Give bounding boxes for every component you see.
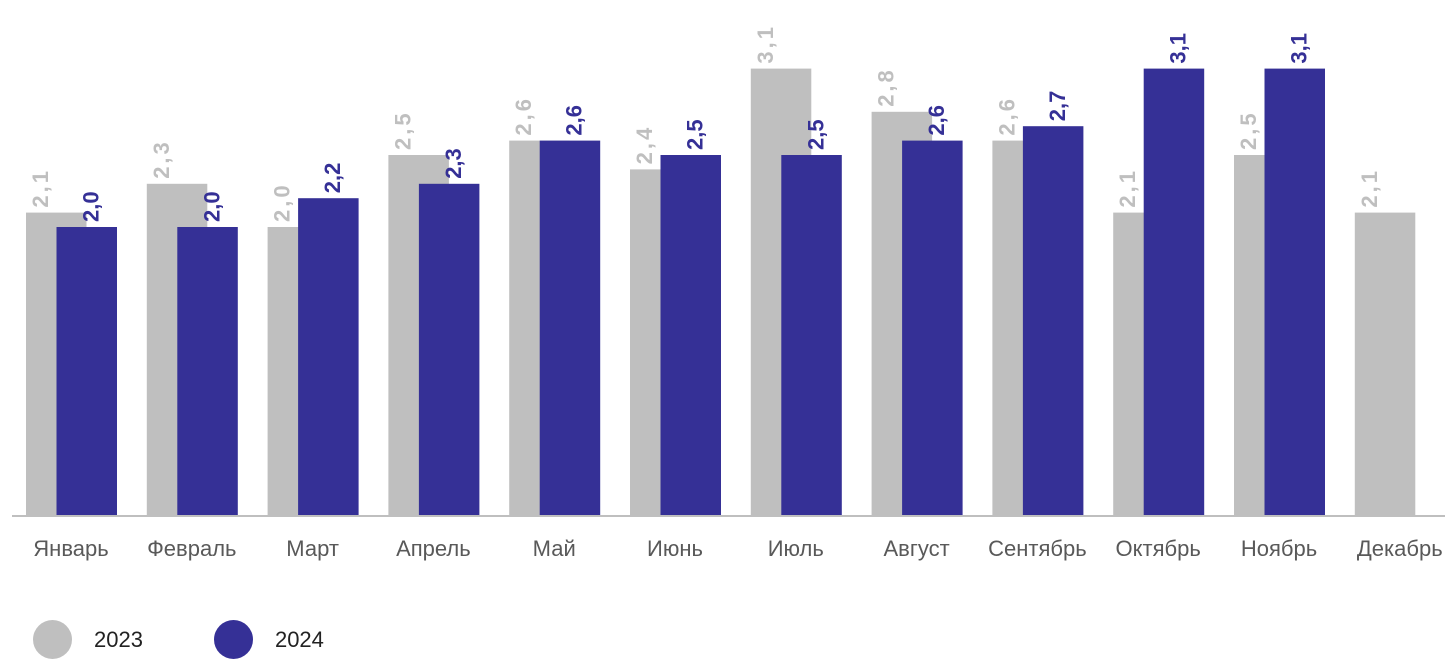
x-tick-label-Октябрь: Октябрь	[1116, 536, 1201, 561]
value-label-2023-Март: 2,0	[270, 182, 295, 222]
bar-2024-Октябрь	[1143, 68, 1205, 515]
x-tick-labels-group: Январь Февраль Март Апрель Май Июнь Июль Август…	[33, 536, 1442, 561]
value-label-2024-Май: 2,6	[562, 105, 587, 136]
x-tick-label-Апрель: Апрель	[396, 536, 471, 561]
value-label-2024-Февраль: 2,0	[199, 191, 224, 222]
value-label-2023-Ноябрь: 2,5	[1236, 110, 1261, 150]
value-label-2024-Июль: 2,5	[803, 119, 828, 150]
value-label-2023-Январь: 2,1	[28, 168, 53, 208]
value-label-2023-Июнь: 2,4	[632, 125, 657, 165]
bar-2024-Январь	[56, 227, 117, 515]
x-tick-label-Май: Май	[533, 536, 576, 561]
value-labels-group: 2,1 2,0 2,3 2,0 2,0 2,2 2,5 2,3 2,6 2,6 2,4 2,5 3,1 2…	[28, 24, 1382, 222]
legend-label-2024: 2024	[274, 626, 324, 652]
bar-2024-Апрель	[418, 183, 480, 516]
bar-2024-Август	[902, 140, 963, 515]
value-label-2023-Февраль: 2,3	[149, 139, 174, 179]
value-label-2024-Июнь: 2,5	[683, 119, 708, 150]
x-tick-label-Сентябрь: Сентябрь	[988, 536, 1087, 561]
value-label-2024-Октябрь: 3,1	[1166, 33, 1191, 64]
value-label-2023-Июль: 3,1	[753, 24, 778, 64]
legend-swatch-2024	[213, 620, 253, 659]
value-label-2024-Август: 2,6	[924, 105, 949, 136]
bar-2024-Ноябрь	[1264, 68, 1325, 515]
x-tick-label-Ноябрь: Ноябрь	[1241, 536, 1317, 561]
value-label-2023-Сентябрь: 2,6	[994, 96, 1019, 136]
value-label-2023-Декабрь: 2,1	[1357, 168, 1382, 208]
x-tick-label-Март: Март	[286, 536, 339, 561]
bar-2024-Март	[298, 198, 359, 515]
x-tick-label-Февраль: Февраль	[147, 536, 236, 561]
bars-group	[26, 68, 1416, 516]
value-label-2023-Октябрь: 2,1	[1115, 168, 1140, 208]
legend-item-2024: 2024	[213, 620, 324, 659]
value-label-2024-Апрель: 2,3	[441, 148, 466, 179]
x-tick-label-Июнь: Июнь	[647, 536, 703, 561]
value-label-2024-Сентябрь: 2,7	[1045, 91, 1070, 122]
bar-2024-Июнь	[660, 155, 721, 515]
x-tick-label-Декабрь: Декабрь	[1357, 536, 1443, 561]
bar-2023-Декабрь	[1354, 212, 1416, 515]
value-label-2024-Ноябрь: 3,1	[1287, 33, 1312, 64]
bar-chart: 2,1 2,0 2,3 2,0 2,0 2,2 2,5 2,3 2,6 2,6 2,4 2,5 3,1 2…	[12, 24, 1445, 561]
legend: 2023 2024	[33, 620, 324, 659]
value-label-2024-Март: 2,2	[320, 163, 345, 194]
value-label-2023-Август: 2,8	[874, 67, 899, 107]
bar-2024-Февраль	[177, 227, 238, 515]
legend-item-2023: 2023	[33, 620, 143, 659]
bar-2024-Сентябрь	[1022, 126, 1084, 515]
legend-label-2023: 2023	[94, 626, 143, 652]
x-tick-label-Август: Август	[883, 536, 949, 561]
x-tick-label-Январь: Январь	[33, 536, 108, 561]
legend-swatch-2023	[33, 620, 72, 659]
bar-2024-Май	[539, 140, 601, 515]
value-label-2023-Май: 2,6	[511, 96, 536, 136]
x-tick-label-Июль: Июль	[768, 536, 824, 561]
value-label-2023-Апрель: 2,5	[390, 110, 415, 150]
value-label-2024-Январь: 2,0	[79, 191, 104, 222]
bar-2024-Июль	[781, 155, 842, 515]
